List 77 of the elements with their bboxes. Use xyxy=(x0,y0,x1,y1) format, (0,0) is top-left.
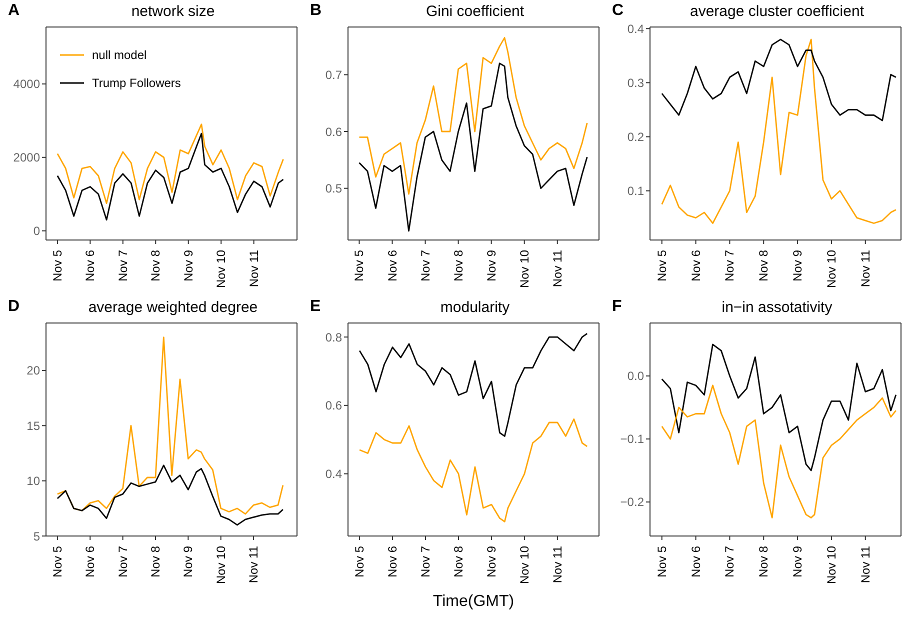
legend-label: Trump Followers xyxy=(92,76,181,90)
x-tick-label: Nov 9 xyxy=(181,250,196,282)
y-tick-label: 2000 xyxy=(13,150,40,165)
y-tick-label: 5 xyxy=(33,529,40,544)
x-tick-label: Nov 11 xyxy=(246,250,261,288)
x-tick-label: Nov 8 xyxy=(756,546,771,578)
x-tick-label: Nov 10 xyxy=(824,250,838,288)
y-tick-label: 10 xyxy=(26,474,40,488)
x-tick-label: Nov 8 xyxy=(451,250,466,282)
x-tick-label: Nov 7 xyxy=(116,250,130,282)
x-tick-label: Nov 10 xyxy=(214,546,228,584)
x-tick-label: Nov 7 xyxy=(418,250,432,282)
chart-title: in−in assotativity xyxy=(720,299,834,316)
y-tick-label: 0.3 xyxy=(627,76,644,90)
x-tick-label: Nov 11 xyxy=(858,546,872,584)
x-tick-label: Nov 5 xyxy=(352,546,367,578)
text: A xyxy=(8,2,20,19)
y-tick-label: 0.0 xyxy=(627,369,644,384)
chart-title: modularity xyxy=(439,299,511,316)
y-tick-label: −0.2 xyxy=(620,495,644,510)
y-tick-label: 0.5 xyxy=(325,182,342,196)
x-tick-label: Nov 9 xyxy=(484,546,498,578)
chart-title: average cluster coefficient xyxy=(689,3,865,20)
chart-title: network size xyxy=(130,3,216,20)
text: F xyxy=(612,298,622,315)
x-tick-label: Nov 9 xyxy=(790,546,805,578)
y-tick-label: 0.1 xyxy=(627,184,644,198)
y-tick-label: 0.4 xyxy=(627,22,644,36)
x-tick-label: Nov 11 xyxy=(550,250,564,288)
x-tick-label: Nov 9 xyxy=(790,250,805,282)
text: D xyxy=(8,298,20,315)
x-tick-label: Nov 9 xyxy=(181,546,196,578)
x-tick-label: Nov 6 xyxy=(386,546,400,578)
x-tick-label: Nov 8 xyxy=(148,546,162,578)
y-tick-label: 0.6 xyxy=(325,124,342,139)
x-tick-label: Nov 10 xyxy=(517,546,532,584)
x-tick-label: Nov 10 xyxy=(517,250,532,288)
y-tick-label: 20 xyxy=(26,364,40,378)
x-tick-label: Nov 7 xyxy=(722,546,737,578)
x-tick-label: Nov 5 xyxy=(654,546,669,578)
x-tick-label: Nov 5 xyxy=(654,250,669,282)
x-tick-label: Nov 6 xyxy=(688,546,703,578)
y-tick-label: 15 xyxy=(26,418,40,433)
y-tick-label: 0.7 xyxy=(325,68,342,82)
x-tick-label: Nov 8 xyxy=(756,250,771,282)
legend-label: null model xyxy=(92,48,147,62)
y-tick-label: −0.1 xyxy=(620,432,644,446)
x-tick-label: Nov 7 xyxy=(116,546,130,578)
x-tick-label: Nov 6 xyxy=(688,250,703,282)
y-tick-label: 0.8 xyxy=(325,330,342,344)
x-tick-label: Nov 11 xyxy=(550,546,564,584)
x-tick-label: Nov 11 xyxy=(246,546,261,584)
x-tick-label: Nov 6 xyxy=(385,250,400,282)
x-tick-label: Nov 8 xyxy=(148,250,163,282)
x-tick-label: Nov 5 xyxy=(352,250,366,282)
y-tick-label: 4000 xyxy=(13,77,40,92)
chart-title: Gini coefficient xyxy=(424,3,526,20)
x-tick-label: Nov 10 xyxy=(214,250,228,288)
y-tick-label: 0.6 xyxy=(325,398,342,413)
text: C xyxy=(612,2,624,19)
x-tick-label: Nov 11 xyxy=(858,250,872,288)
y-tick-label: 0.4 xyxy=(325,467,342,482)
y-tick-label: 0 xyxy=(33,224,40,238)
x-tick-label: Nov 6 xyxy=(83,546,98,578)
x-tick-label: Nov 7 xyxy=(722,250,737,282)
x-tick-label: Nov 6 xyxy=(83,250,98,282)
x-tick-label: Nov 8 xyxy=(451,546,466,578)
x-axis-title: Time(GMT) xyxy=(432,593,514,610)
text: B xyxy=(310,2,322,19)
text: E xyxy=(310,298,321,315)
x-tick-label: Nov 5 xyxy=(50,546,64,578)
x-tick-label: Nov 7 xyxy=(418,546,433,578)
x-tick-label: Nov 9 xyxy=(484,250,498,282)
y-tick-label: 0.2 xyxy=(627,130,644,144)
chart-title: average weighted degree xyxy=(87,299,259,316)
x-tick-label: Nov 10 xyxy=(824,546,838,584)
x-tick-label: Nov 5 xyxy=(50,250,64,282)
